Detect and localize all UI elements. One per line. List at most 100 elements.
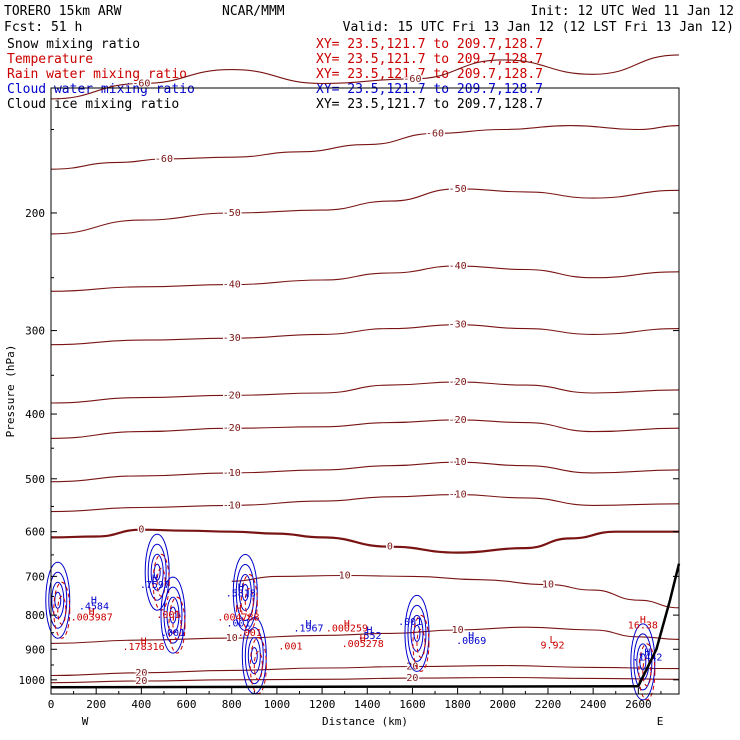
rain-water-contour [244, 587, 254, 617]
temperature-contour-label: -30 [223, 333, 241, 344]
temperature-contour-label: 20 [135, 668, 147, 679]
extremum-label: 9.92 [540, 640, 564, 651]
temperature-contours: -60 -60-60-60-50-50-40-40-30-30-20-20-20-… [50, 54, 680, 689]
extremum-label: H [468, 631, 474, 642]
rain-water-contour [172, 610, 182, 640]
cloud-water-contour [250, 647, 258, 665]
cloud-water-contour [247, 637, 261, 675]
extremum-label: .001 [161, 628, 185, 639]
x-right-end-label: E [657, 715, 664, 728]
x-left-end-label: W [82, 715, 89, 728]
cloud-water-contour [160, 576, 186, 654]
extremum-label: 16.38 [628, 621, 658, 632]
temperature-contour-line [50, 324, 680, 346]
cloud-water-contour [410, 614, 424, 652]
x-tick-label: 2400 [580, 698, 607, 711]
x-tick-label: 2200 [535, 698, 562, 711]
cloud-water-contour [150, 553, 164, 591]
temperature-contour-label: -20 [449, 415, 467, 426]
temperature-contour-label: -60 [155, 154, 173, 165]
field-xy-range: XY= 23.5,121.7 to 209.7,128.7 [316, 37, 543, 52]
extremum-label: .4584 [79, 601, 109, 612]
rain-water-contour [638, 643, 656, 701]
rain-water-contour [168, 596, 186, 654]
forecast-hour: Fcst: 51 h [4, 20, 82, 35]
rain-water-contour [642, 657, 652, 687]
extremum-label: H [235, 604, 241, 615]
temperature-contour-line [50, 419, 680, 439]
y-tick-label: 700 [25, 570, 45, 583]
temperature-contour-line [231, 574, 680, 609]
temperature-contour-label: -50 [223, 208, 241, 219]
field-name: Rain water mixing ratio [7, 67, 187, 82]
temperature-contour-label: -40 [449, 261, 467, 272]
x-tick-label: 400 [131, 698, 151, 711]
plot-frame [50, 87, 680, 695]
rain-water-contour [240, 573, 258, 631]
rain-water-contour [156, 567, 166, 597]
extremum-label: .0069 [456, 636, 486, 647]
field-xy-range: XY= 23.5,121.7 to 209.7,128.7 [316, 67, 543, 82]
extremum-label: H [367, 625, 373, 636]
extremum-label: H [344, 619, 350, 630]
cloud-water-contour [166, 596, 180, 634]
extremum-label: H [644, 648, 650, 659]
y-tick-label: 600 [25, 526, 45, 539]
cloud-water-contour [51, 581, 65, 619]
cloud-water-contours [45, 533, 656, 701]
temperature-contour-line [50, 665, 680, 677]
extremum-label: H [640, 615, 646, 626]
y-tick-label: 400 [25, 408, 45, 421]
extremum-label: H [91, 595, 97, 606]
temperature-contour-label: -50 [449, 184, 467, 195]
center-title: NCAR/MMM [222, 4, 285, 19]
rain-water-contour [416, 628, 426, 658]
extremum-label: .004788 [217, 613, 259, 624]
model-title: TORERO 15km ARW [4, 4, 122, 19]
x-tick-label: 1600 [399, 698, 426, 711]
temperature-contour-line [50, 676, 680, 684]
temperature-contour-line [50, 461, 680, 483]
extremum-label: H [360, 634, 366, 645]
field-name: Cloud ice mixing ratio [7, 97, 179, 112]
extremum-label: .001 [226, 618, 250, 629]
terrain-surface [50, 563, 681, 689]
x-tick-label: 1400 [354, 698, 381, 711]
extremum-label: H [238, 583, 244, 594]
extremum-label: H [141, 636, 147, 647]
cloud-water-contour [48, 571, 68, 629]
x-tick-label: 200 [86, 698, 106, 711]
temperature-contour-label: -40 [223, 280, 241, 291]
temperature-contour-label: 10 [339, 571, 351, 582]
extremum-label: .001 [278, 641, 302, 652]
temperature-contour-label: 10 [452, 625, 464, 636]
extremum-label: .5818 [226, 588, 256, 599]
cloud-water-contour [633, 633, 653, 691]
cloud-water-contour [404, 594, 430, 672]
y-tick-label: 200 [25, 207, 45, 220]
extremum-label: .1442 [632, 652, 662, 663]
rain-water-contour [253, 651, 263, 681]
temperature-contour-line [50, 528, 679, 554]
temperature-contour-line [50, 265, 680, 292]
extremum-label: .000259 [326, 623, 368, 634]
field-name: Snow mixing ratio [7, 37, 140, 52]
rain-water-contour [412, 614, 430, 672]
temperature-contour-line [50, 125, 680, 170]
temperature-contour-label: -10 [223, 468, 241, 479]
x-tick-label: 600 [177, 698, 197, 711]
valid-time: Valid: 15 UTC Fri 13 Jan 12 (12 LST Fri … [343, 20, 734, 35]
temperature-contour-line [50, 381, 680, 404]
temperature-contour-label: -20 [223, 390, 241, 401]
temperature-contour-label: 10 [542, 580, 554, 591]
y-tick-label: 500 [25, 473, 45, 486]
field-list: Snow mixing ratio XY= 23.5,121.7 to 209.7… [7, 37, 543, 112]
cloud-water-contour [45, 561, 71, 639]
temperature-contour-label: 20 [135, 676, 147, 687]
extremum-label: .003987 [71, 613, 113, 624]
temperature-contour-label: -20 [223, 423, 241, 434]
temperature-contour-label: 0 [387, 542, 393, 553]
extremum-label: H [89, 607, 95, 618]
extremum-label: H [306, 619, 312, 630]
